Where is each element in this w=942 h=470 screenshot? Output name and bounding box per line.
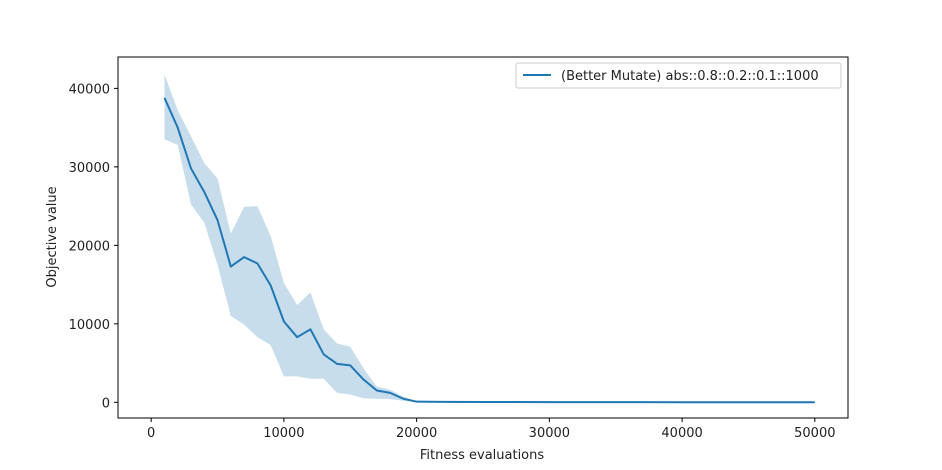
x-tick-label: 0 bbox=[147, 426, 155, 441]
x-tick-label: 30000 bbox=[529, 426, 570, 441]
y-tick-label: 0 bbox=[102, 396, 110, 411]
x-tick-label: 10000 bbox=[263, 426, 304, 441]
legend-box bbox=[515, 62, 842, 89]
y-tick-label: 30000 bbox=[69, 161, 110, 176]
legend-entry-label: (Better Mutate) abs::0.8::0.2::0.1::1000 bbox=[561, 69, 819, 84]
confidence-band bbox=[164, 74, 815, 403]
y-axis-label: Objective value bbox=[45, 186, 60, 287]
x-tick-label: 20000 bbox=[396, 426, 437, 441]
x-axis-label: Fitness evaluations bbox=[420, 448, 545, 463]
y-tick-label: 20000 bbox=[69, 239, 110, 254]
axes: 0 10000 20000 30000 40000 50000 0 10000 20000 300… bbox=[69, 56, 849, 441]
legend: (Better Mutate) abs::0.8::0.2::0.1::1000 bbox=[515, 62, 842, 89]
x-tick-label: 40000 bbox=[661, 426, 702, 441]
series-group bbox=[163, 74, 815, 404]
series-line bbox=[163, 97, 815, 404]
x-tick-label: 50000 bbox=[794, 426, 835, 441]
plot-frame bbox=[117, 56, 849, 419]
y-tick-label: 40000 bbox=[69, 82, 110, 97]
y-tick-label: 10000 bbox=[69, 318, 110, 333]
plot-area bbox=[163, 74, 815, 404]
